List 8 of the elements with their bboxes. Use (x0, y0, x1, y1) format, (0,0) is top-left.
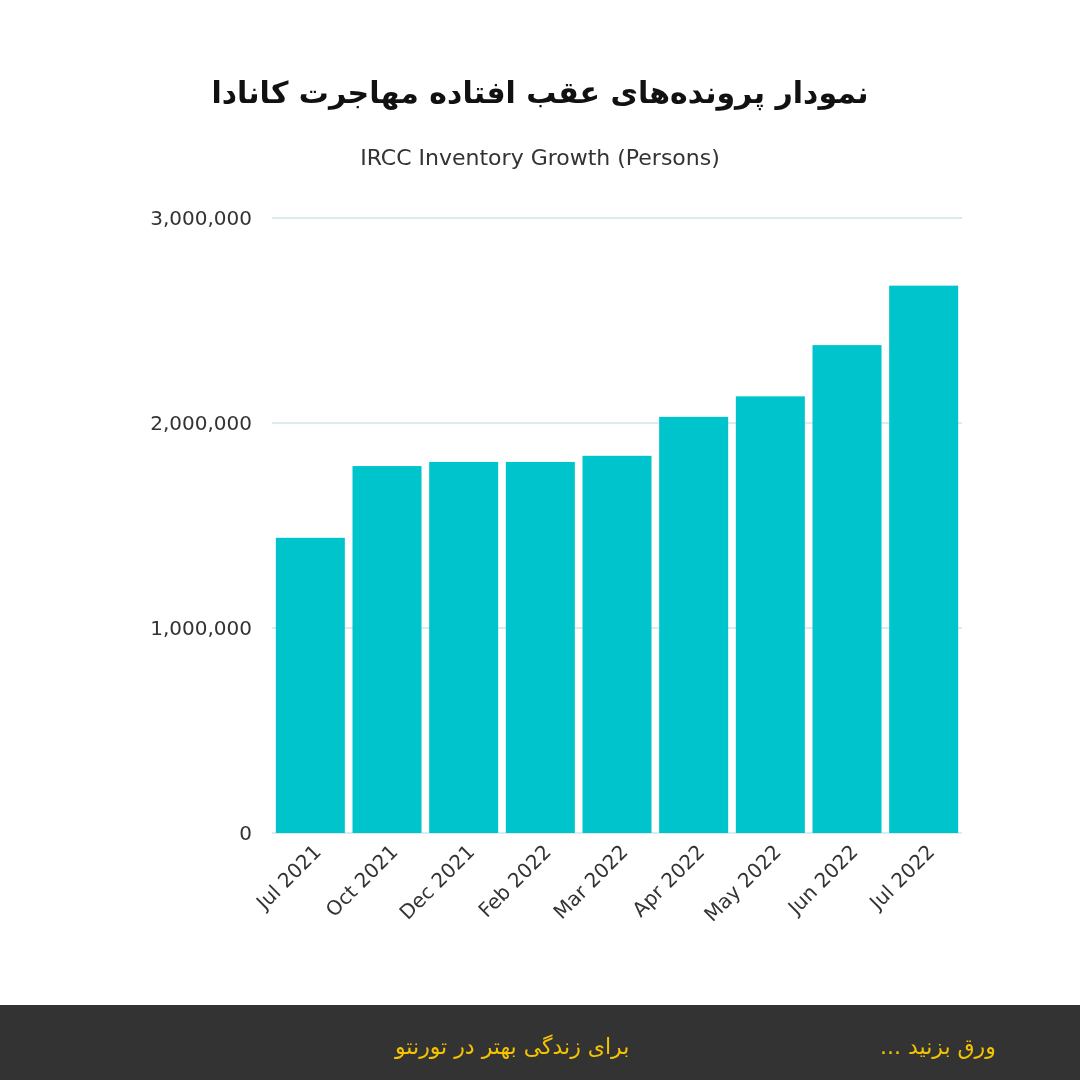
subtitle: IRCC Inventory Growth (Persons) (360, 145, 720, 170)
ytick: 2,000,000 (150, 411, 252, 435)
title: نمودار پرونده‌های عقب افتاده مهاجرت کانادا (211, 75, 869, 110)
ytick: 1,000,000 (150, 616, 252, 640)
ytick: 3,000,000 (150, 206, 252, 230)
annotation: برای زندگی بهتر در تورنتو (395, 1034, 630, 1059)
ytick: 0 (239, 821, 252, 845)
annotation: ورق بزنید ... (880, 1034, 996, 1059)
